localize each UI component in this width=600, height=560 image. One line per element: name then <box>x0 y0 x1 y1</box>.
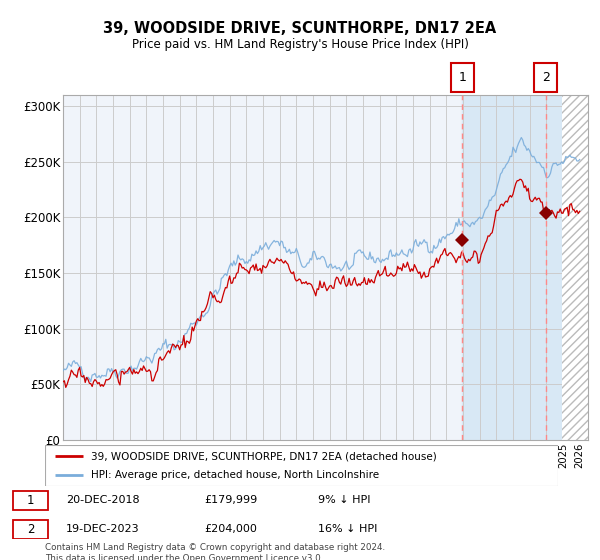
Text: 2: 2 <box>27 522 34 536</box>
FancyBboxPatch shape <box>13 491 48 510</box>
Text: 39, WOODSIDE DRIVE, SCUNTHORPE, DN17 2EA: 39, WOODSIDE DRIVE, SCUNTHORPE, DN17 2EA <box>103 21 497 36</box>
Bar <box>562 95 588 440</box>
Text: Contains HM Land Registry data © Crown copyright and database right 2024.
This d: Contains HM Land Registry data © Crown c… <box>45 543 385 560</box>
Text: Price paid vs. HM Land Registry's House Price Index (HPI): Price paid vs. HM Land Registry's House … <box>131 38 469 50</box>
Text: 1: 1 <box>458 72 466 85</box>
Text: HPI: Average price, detached house, North Lincolnshire: HPI: Average price, detached house, Nort… <box>91 470 379 480</box>
Text: £179,999: £179,999 <box>204 496 257 506</box>
Text: 9% ↓ HPI: 9% ↓ HPI <box>318 496 371 506</box>
Bar <box>463 95 562 440</box>
FancyBboxPatch shape <box>45 445 558 486</box>
Text: 20-DEC-2018: 20-DEC-2018 <box>66 496 140 506</box>
Text: 1: 1 <box>27 494 34 507</box>
Text: 39, WOODSIDE DRIVE, SCUNTHORPE, DN17 2EA (detached house): 39, WOODSIDE DRIVE, SCUNTHORPE, DN17 2EA… <box>91 451 437 461</box>
FancyBboxPatch shape <box>13 520 48 539</box>
Text: 2: 2 <box>542 72 550 85</box>
Text: £204,000: £204,000 <box>204 524 257 534</box>
Text: 16% ↓ HPI: 16% ↓ HPI <box>318 524 377 534</box>
Bar <box>562 95 588 440</box>
FancyBboxPatch shape <box>451 63 474 92</box>
Text: 19-DEC-2023: 19-DEC-2023 <box>66 524 140 534</box>
FancyBboxPatch shape <box>534 63 557 92</box>
